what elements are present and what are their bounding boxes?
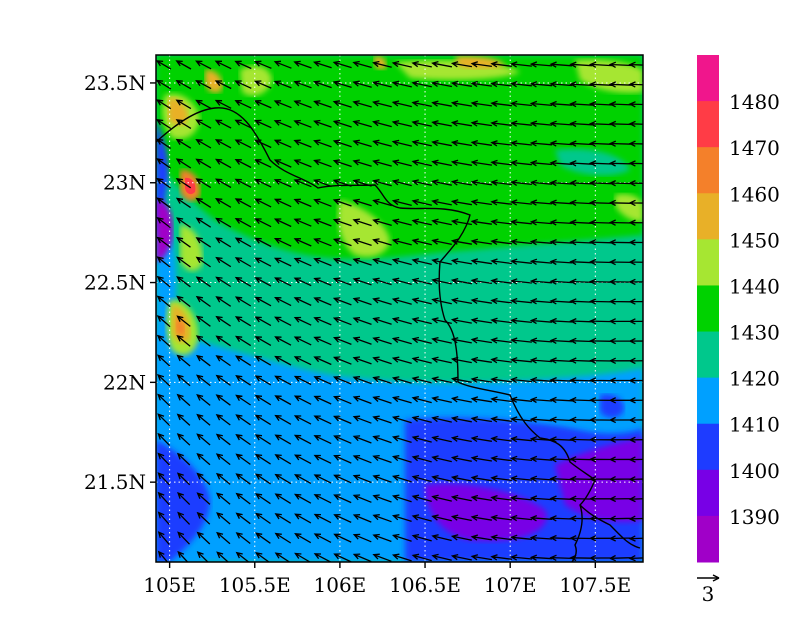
country-border — [156, 107, 641, 562]
colorbar-segment — [697, 331, 719, 379]
colorbar-label: 1440 — [729, 274, 780, 298]
colorbar-label: 1390 — [729, 505, 780, 529]
colorbar-segment — [697, 377, 719, 425]
lat-tick-label: 22.5N — [84, 271, 146, 295]
colorbar-segment — [697, 515, 719, 563]
colorbar-segment — [697, 55, 719, 102]
colorbar: 1480 1470 1460 1450 1440 1430 1420 1410 1400 1390 — [697, 55, 780, 563]
colorbar-label: 1430 — [729, 321, 780, 345]
colorbar-segment — [697, 147, 719, 194]
wind-arrows-path — [156, 60, 643, 562]
colorbar-label: 1480 — [729, 90, 780, 114]
lat-tick-label: 23.5N — [84, 71, 146, 95]
wind-vectors — [156, 60, 643, 562]
lon-tick-label: 105E — [143, 573, 196, 597]
lon-tick-label: 107.5E — [559, 573, 631, 597]
lon-tick-label: 106E — [314, 573, 367, 597]
colorbar-label: 1450 — [729, 228, 780, 252]
colorbar-segment — [697, 193, 719, 240]
lat-tick-label: 22N — [103, 370, 146, 394]
colorbar-segment — [697, 469, 719, 517]
colorbar-label: 1470 — [729, 136, 780, 160]
plot-frame — [155, 54, 644, 563]
colorbar-label: 1460 — [729, 182, 780, 206]
colorbar-segment — [697, 239, 719, 286]
lat-tick-label: 23N — [103, 171, 146, 195]
colorbar-label: 1420 — [729, 367, 780, 391]
colorbar-segment — [697, 101, 719, 148]
lon-tick-label: 107E — [484, 573, 537, 597]
map-axes: 23.5N 23N 22.5N 22N 21.5N 105E 105.5E 106E 106.5… — [84, 71, 631, 597]
colorbar-label: 1400 — [729, 459, 780, 483]
reference-vector: 3 — [697, 574, 720, 606]
lat-tick-label: 21.5N — [84, 470, 146, 494]
colorbar-label: 1410 — [729, 413, 780, 437]
reference-vector-label: 3 — [702, 582, 715, 606]
colorbar-segment — [697, 423, 719, 471]
colorbar-segment — [697, 285, 719, 333]
lon-tick-label: 105.5E — [219, 573, 291, 597]
lon-tick-label: 106.5E — [389, 573, 461, 597]
shaded-field — [156, 55, 643, 562]
